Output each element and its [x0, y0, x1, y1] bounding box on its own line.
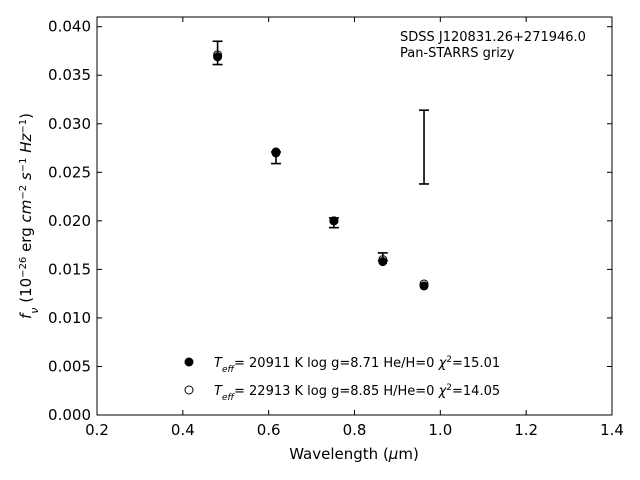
- y-tick-label: 0.030: [48, 115, 91, 133]
- legend: Teff= 20911 K log g=8.71 He/H=0 χ2=15.01…: [184, 355, 500, 403]
- y-tick-label: 0.025: [48, 163, 91, 181]
- annotation-object-name: SDSS J120831.26+271946.0: [400, 30, 586, 45]
- y-tick-label: 0.000: [48, 406, 91, 424]
- x-tick-label: 1.0: [428, 421, 452, 439]
- x-tick-label: 1.4: [600, 421, 624, 439]
- error-bars: [212, 40, 430, 262]
- data-points: [213, 50, 429, 291]
- x-tick-label: 1.2: [514, 421, 538, 439]
- x-axis-label: Wavelength (μm): [289, 445, 419, 463]
- y-axis-ticks: 0.000 0.005 0.010 0.015 0.020 0.025 0.030 0.035…: [48, 18, 612, 424]
- legend-label: Teff= 20911 K log g=8.71 He/H=0 χ2=15.01: [214, 355, 500, 375]
- annotation-survey: Pan-STARRS grizy: [400, 46, 515, 61]
- point-model-open: [419, 279, 429, 289]
- legend-marker-open: [184, 385, 194, 395]
- x-tick-label: 0.2: [85, 421, 109, 439]
- point-model-open: [271, 147, 281, 157]
- legend-label: Teff= 22913 K log g=8.85 H/He=0 χ2=14.05: [214, 383, 500, 403]
- point-model-open: [213, 50, 223, 60]
- point-model-open: [378, 255, 388, 265]
- y-tick-label: 0.035: [48, 66, 91, 84]
- y-tick-label: 0.015: [48, 260, 91, 278]
- x-axis-ticks: 0.2 0.4 0.6 0.8 1.0 1.2 1.4: [85, 17, 624, 439]
- point-model-open: [329, 216, 339, 226]
- y-tick-label: 0.020: [48, 212, 91, 230]
- y-axis-label: fν (10−26 erg cm−2 s−1 Hz−1): [17, 113, 41, 319]
- legend-marker-filled: [184, 357, 194, 367]
- y-tick-label: 0.040: [48, 18, 91, 36]
- x-tick-label: 0.4: [171, 421, 195, 439]
- x-tick-label: 0.6: [257, 421, 281, 439]
- x-tick-label: 0.8: [343, 421, 367, 439]
- y-tick-label: 0.005: [48, 357, 91, 375]
- y-tick-label: 0.010: [48, 309, 91, 327]
